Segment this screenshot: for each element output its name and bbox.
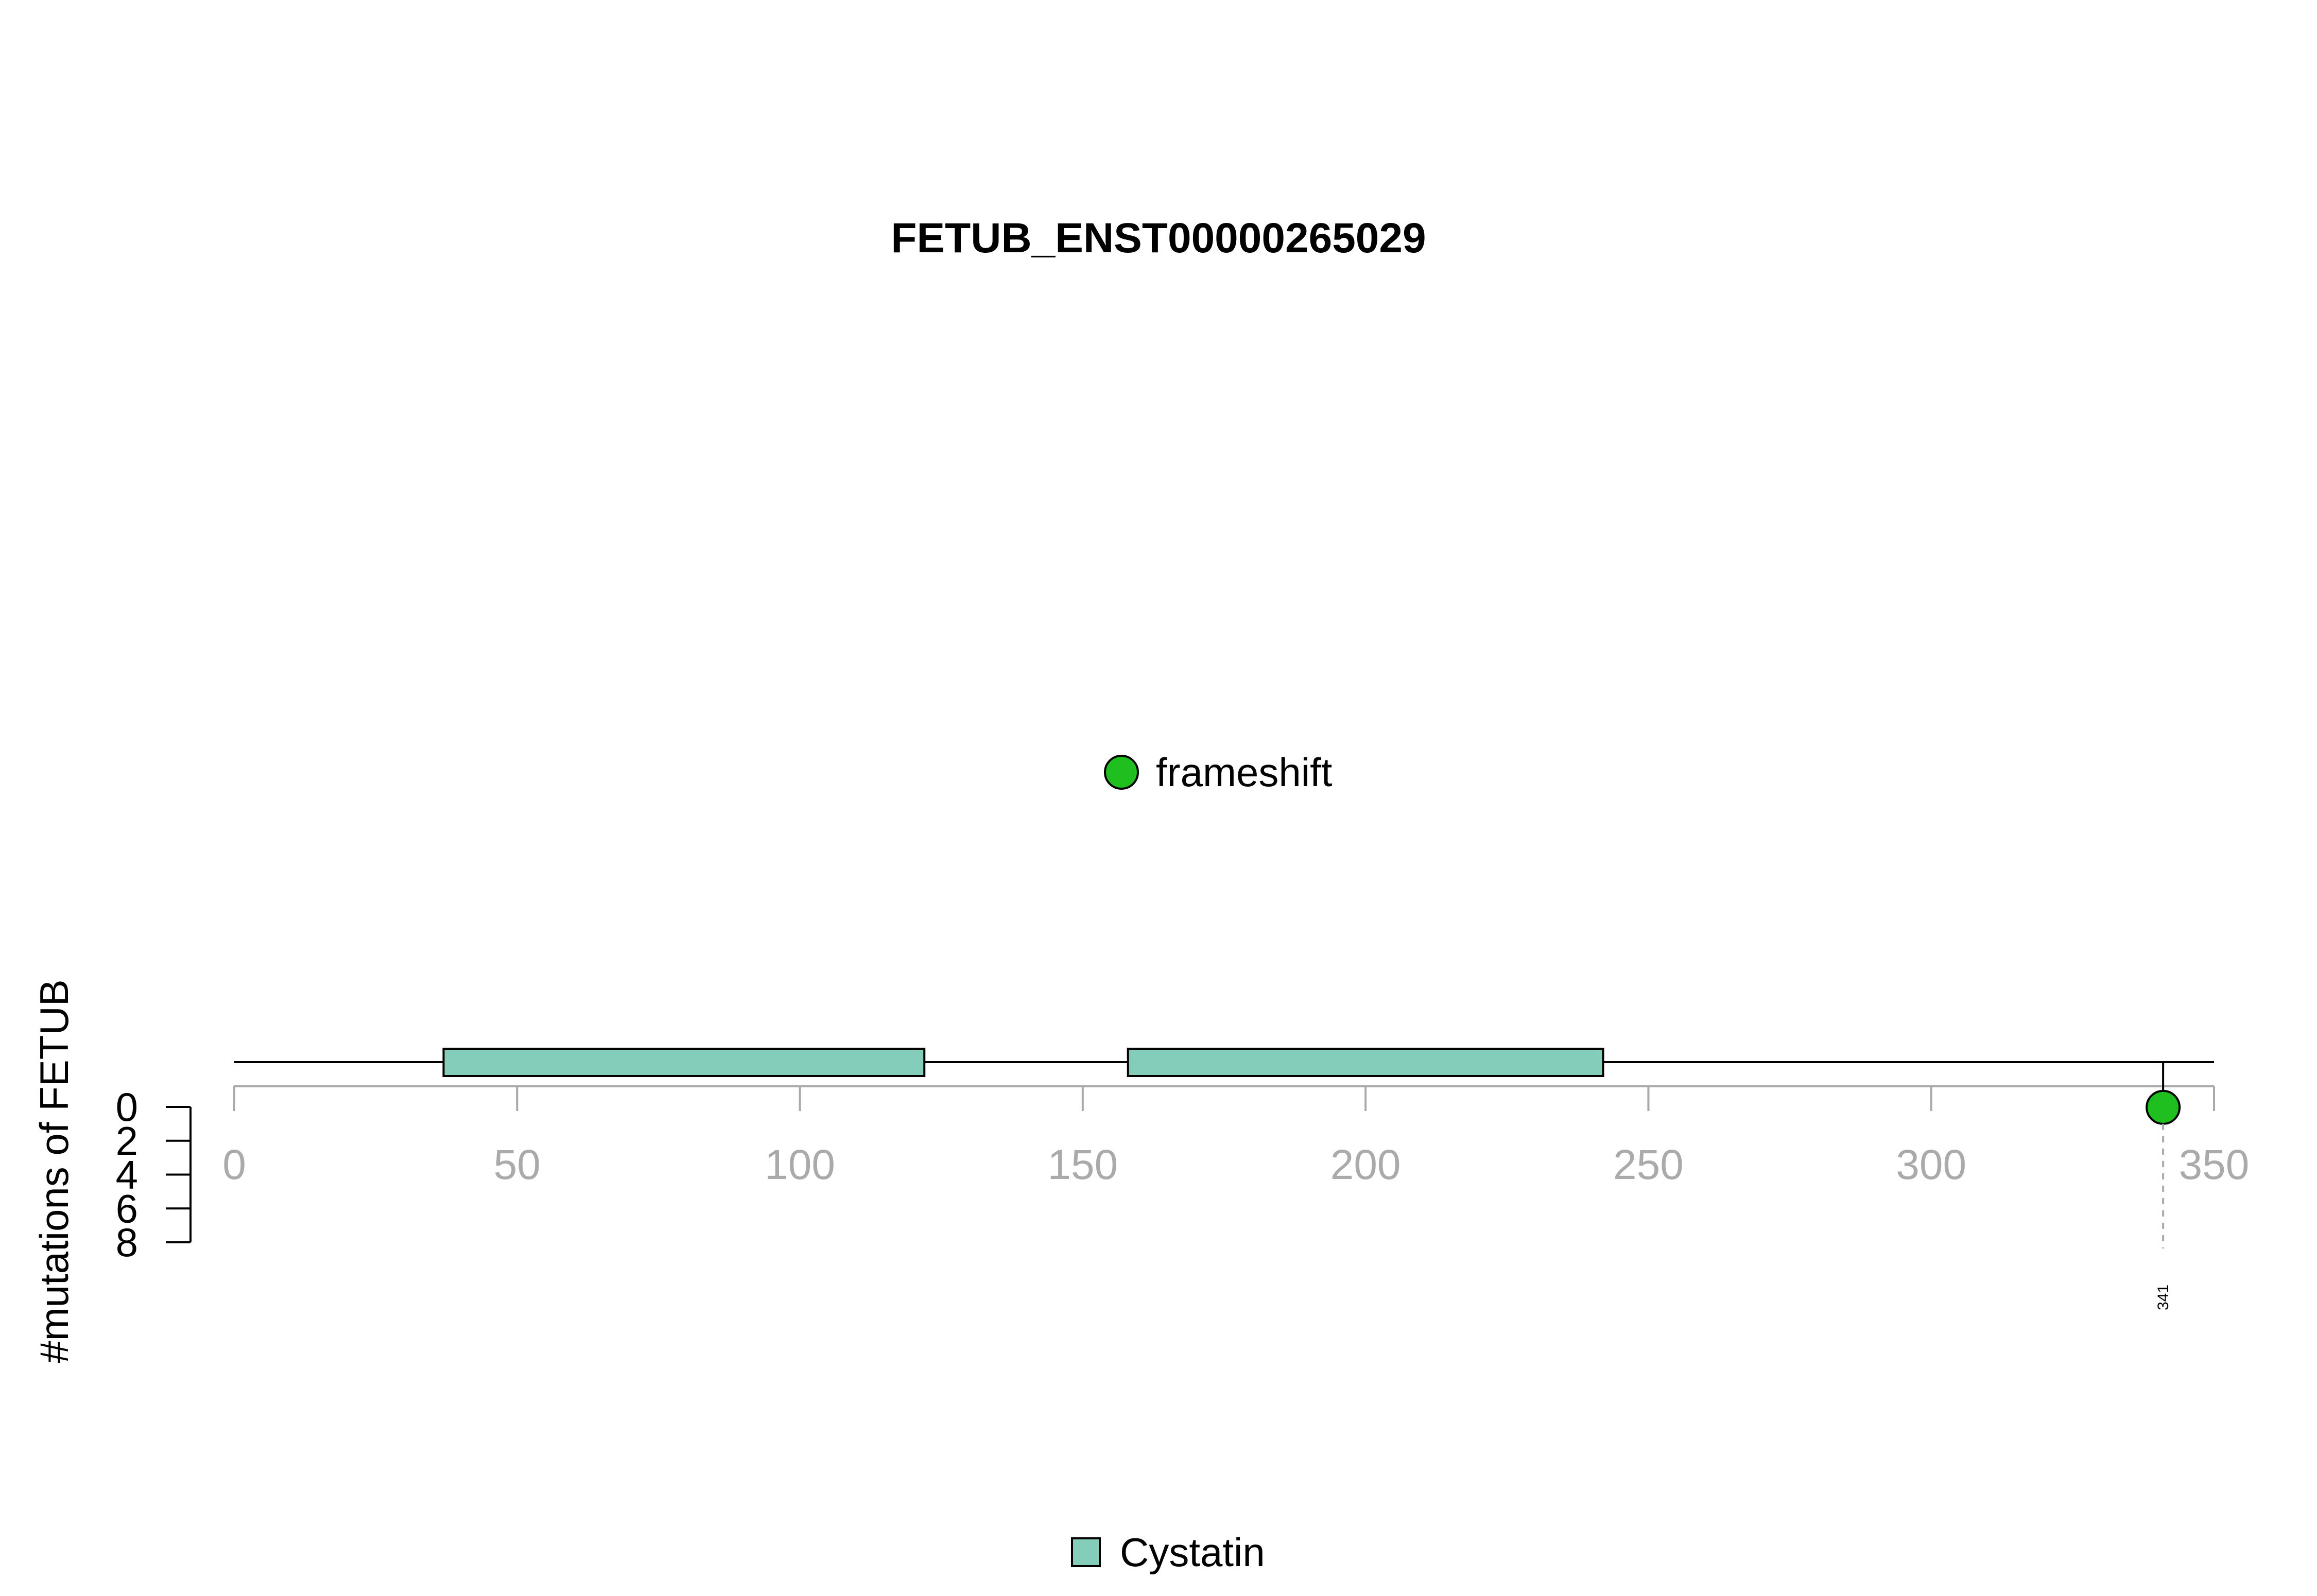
x-tick-label-200: 200 (1330, 1141, 1401, 1188)
y-tick-label-8: 8 (116, 1220, 138, 1265)
x-axis: 0 50 100 150 200 250 300 350 (222, 1085, 2250, 1188)
y-axis-label: #mutations of FETUB (31, 979, 77, 1363)
domain-box-2 (1127, 1048, 1604, 1077)
mutation-legend: frameshift (1104, 750, 1333, 795)
domain-boxes (442, 1048, 1604, 1077)
legend-marker-frameshift (1104, 755, 1139, 790)
lollipop-label-341: 341 (2155, 1285, 2172, 1310)
lollipop-head-341 (2146, 1089, 2181, 1125)
domain-box-1 (442, 1048, 926, 1077)
x-tick-label-350: 350 (2179, 1141, 2250, 1188)
x-tick-label-150: 150 (1047, 1141, 1118, 1188)
chart-title: FETUB_ENST00000265029 (891, 215, 1426, 262)
x-tick-label-300: 300 (1896, 1141, 1966, 1188)
y-tick-label-6: 6 (116, 1186, 138, 1231)
x-tick-label-50: 50 (494, 1141, 541, 1188)
mutation-lollipops: 341 (2146, 1062, 2181, 1310)
y-tick-label-2: 2 (116, 1118, 138, 1164)
x-tick-label-0: 0 (222, 1141, 246, 1188)
x-tick-label-100: 100 (765, 1141, 835, 1188)
domain-legend: Cystatin (1071, 1530, 1265, 1575)
y-tick-label-0: 0 (116, 1084, 138, 1130)
domain-legend-swatch-Cystatin (1071, 1537, 1101, 1567)
legend-label-frameshift: frameshift (1156, 750, 1333, 795)
domain-legend-label-Cystatin: Cystatin (1120, 1530, 1265, 1575)
y-tick-label-4: 4 (116, 1152, 138, 1198)
x-tick-label-250: 250 (1613, 1141, 1684, 1188)
